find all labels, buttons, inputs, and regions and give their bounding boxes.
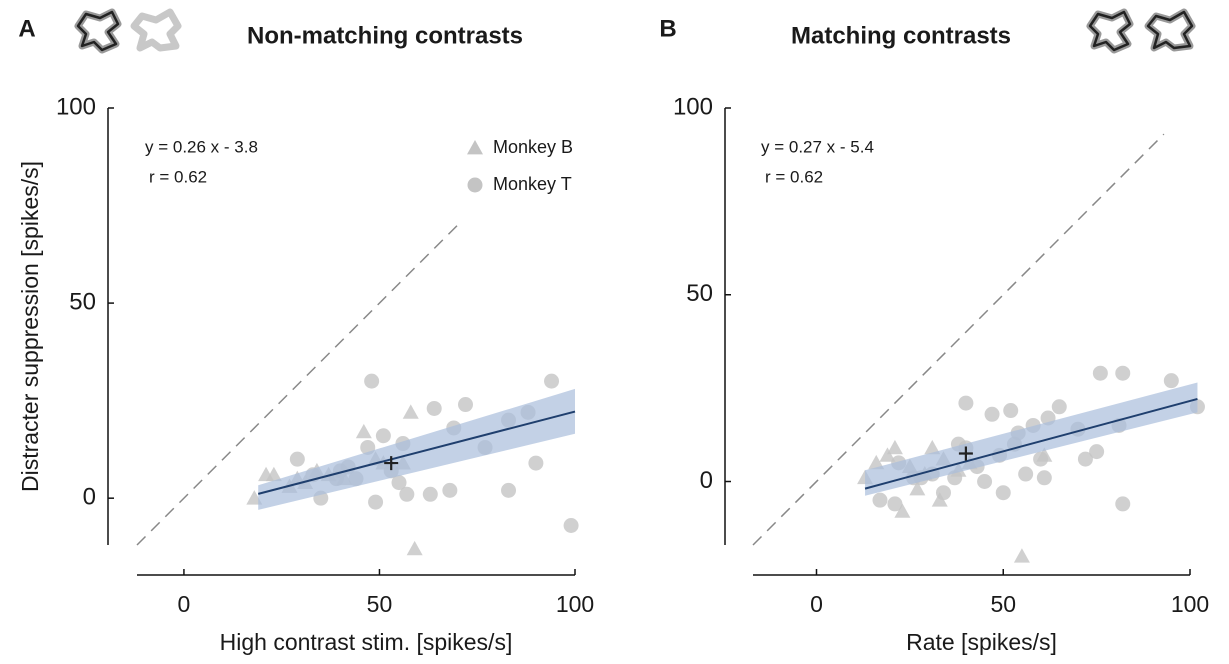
point [872,492,888,508]
y-tick-label: 50 [69,288,96,315]
confidence-band [258,388,575,510]
point [1018,466,1034,482]
reference-line [752,133,1165,546]
fit-line [864,397,1198,490]
shape-icon [1088,10,1132,52]
point [1051,399,1067,415]
panel: B Matching contrasts 0 50 100 0 50 100 Rate [spi… [659,15,1209,655]
x-tick-label: 50 [367,591,393,617]
x-tick-label: 0 [810,591,823,617]
panel: A Non-matching contrasts 0 50 100 0 50 100 High … [17,15,594,655]
mean-marker [384,456,399,471]
annotation: r = 0.62 [765,167,823,186]
reference-line [136,224,459,546]
point [1115,496,1131,512]
point [563,517,579,533]
point [984,406,1000,422]
point [924,439,941,455]
shape-icon [1146,10,1194,50]
x-tick-label: 100 [1171,591,1209,617]
y-axis-title: Distracter suppression [spikes/s] [17,161,43,492]
x-tick-label: 100 [556,591,594,617]
shape-icons [74,8,1196,54]
point [879,447,896,462]
point [1077,451,1093,467]
y-tick-label: 0 [700,467,713,494]
point [958,395,974,411]
point [931,492,948,507]
point [887,496,903,512]
legend-marker [467,140,483,155]
annotation: y = 0.27 x - 5.4 [761,137,874,156]
legend-marker [467,177,483,193]
y-tick-label: 50 [686,280,713,307]
annotation: r = 0.62 [149,167,207,186]
legend-label: Monkey T [493,174,572,194]
point [544,373,560,389]
point [894,503,911,518]
point [886,439,903,455]
point [402,404,419,419]
point [426,400,442,416]
y-tick-label: 100 [673,93,713,120]
point [977,474,993,490]
point [1092,365,1108,381]
point [995,485,1011,501]
fit-line [257,410,576,495]
x-axis-title: High contrast stim. [spikes/s] [220,629,513,655]
mean-marker [958,446,973,461]
x-tick-label: 0 [178,591,191,617]
point [909,480,926,496]
point [1033,451,1049,467]
shape-icon [76,10,120,52]
point [375,428,391,444]
point [368,494,384,510]
legend-label: Monkey B [493,137,573,157]
point [458,397,473,413]
point [1163,373,1179,389]
point [442,482,458,498]
y-tick-label: 0 [83,484,96,511]
point [1089,444,1105,460]
shape-icon [130,8,182,52]
panel-title: Non-matching contrasts [247,22,523,49]
panel-letter: B [659,15,676,42]
x-axis-title: Rate [spikes/s] [906,629,1057,655]
panel-letter: A [18,15,35,42]
confidence-band [865,382,1198,496]
point [1036,470,1052,486]
point [289,451,305,467]
y-tick-label: 100 [56,93,96,120]
point [265,466,282,482]
panel-title: Matching contrasts [791,22,1011,49]
point [406,540,423,556]
point [528,455,544,471]
point [1013,548,1030,563]
point [1003,403,1019,419]
x-tick-label: 50 [990,591,1016,617]
point [1115,365,1131,381]
point [399,486,415,502]
point [868,454,885,470]
point [422,486,438,502]
point [501,482,517,498]
point [935,485,951,501]
point [355,423,372,439]
annotation: y = 0.26 x - 3.8 [145,137,258,156]
point [391,475,407,491]
point [364,373,380,389]
